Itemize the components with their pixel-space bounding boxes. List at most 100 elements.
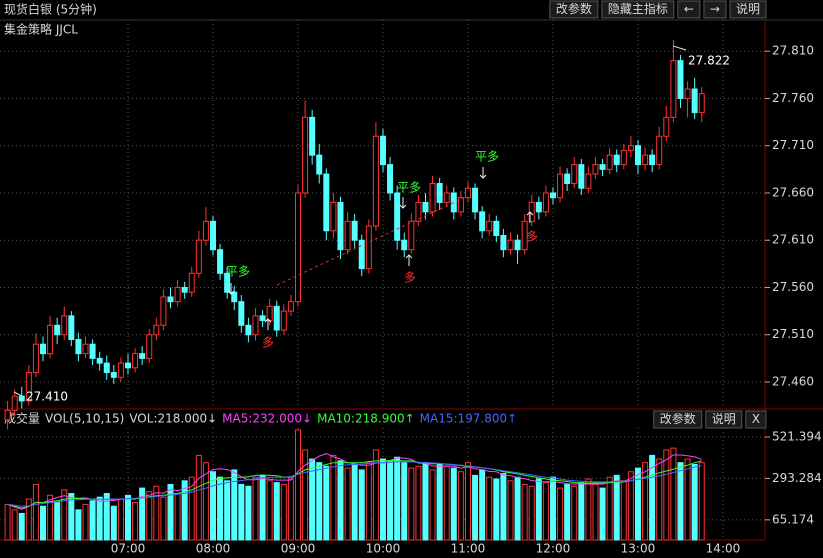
- candle-body: [656, 135, 663, 166]
- candle-body: [153, 324, 160, 336]
- candle-body: [181, 286, 188, 293]
- legend-entry: MA10:218.900↑: [317, 412, 415, 426]
- candle-body: [436, 183, 443, 203]
- volume-bar: [542, 482, 549, 541]
- volume-bar: [238, 483, 245, 541]
- candle-body: [167, 296, 174, 303]
- button-frame[interactable]: [705, 410, 743, 429]
- signal-label: 平多: [226, 265, 250, 279]
- candle-body: [535, 201, 542, 213]
- y-tick-label: 27.810: [772, 44, 814, 58]
- candle-body: [443, 192, 450, 203]
- signal-label: 多: [404, 271, 416, 285]
- button-frame[interactable]: [677, 0, 701, 19]
- candle-body: [429, 183, 436, 213]
- x-tick-label: 10:00: [366, 542, 401, 556]
- button[interactable]: ←: [677, 0, 701, 19]
- candle-body: [486, 220, 493, 232]
- candle-body: [493, 220, 500, 237]
- candle-body: [528, 201, 535, 222]
- volume-bar: [103, 493, 110, 541]
- volume-bar: [195, 454, 202, 541]
- volume-bar: [401, 462, 408, 541]
- button-label[interactable]: 改参数: [660, 411, 696, 426]
- chart-title: 现货白银 (5分钟): [4, 2, 97, 17]
- candle-body: [549, 192, 556, 199]
- volume-bar: [294, 429, 301, 541]
- volume-bar: [68, 493, 75, 541]
- button-frame[interactable]: [601, 0, 675, 19]
- candle-body: [202, 220, 209, 241]
- volume-bar: [436, 463, 443, 541]
- volume-bar: [217, 476, 224, 541]
- ma-line: [7, 461, 702, 507]
- button[interactable]: →: [703, 0, 727, 19]
- signal-label: 多: [526, 230, 538, 244]
- y-tick-label: 27.660: [772, 185, 814, 199]
- volume-bar: [181, 480, 188, 541]
- candle-body: [387, 164, 394, 194]
- volume-bar: [507, 480, 514, 541]
- candle-body: [464, 187, 471, 199]
- button[interactable]: 说明: [705, 410, 743, 429]
- button-label[interactable]: →: [710, 2, 720, 16]
- button[interactable]: 说明: [729, 0, 767, 19]
- candle-body: [110, 372, 117, 378]
- candle-body: [521, 220, 528, 251]
- button[interactable]: X: [745, 410, 767, 429]
- y-tick-label: 65.174: [772, 512, 814, 526]
- candle-body: [238, 301, 245, 326]
- volume-bar: [302, 449, 309, 541]
- candle-body: [663, 116, 670, 137]
- candle-body: [351, 220, 358, 241]
- candle-body: [415, 201, 422, 222]
- y-tick-label: 27.760: [772, 91, 814, 105]
- candle-body: [245, 324, 252, 336]
- button-frame[interactable]: [745, 410, 767, 429]
- x-tick-label: 12:00: [536, 542, 571, 556]
- button-frame[interactable]: [653, 410, 703, 429]
- volume-bar: [344, 467, 351, 541]
- volume-bar: [309, 458, 316, 541]
- volume-bar: [266, 480, 273, 541]
- candle-body: [372, 135, 379, 227]
- volume-bar: [273, 482, 280, 541]
- button[interactable]: 改参数: [653, 410, 703, 429]
- button-label[interactable]: 隐藏主指标: [608, 1, 668, 16]
- candle-body: [139, 353, 146, 359]
- button[interactable]: 改参数: [549, 0, 599, 19]
- button-label[interactable]: 说明: [736, 1, 760, 16]
- button[interactable]: 隐藏主指标: [601, 0, 675, 19]
- candle-body: [337, 201, 344, 251]
- candle-body: [309, 116, 316, 156]
- button-frame[interactable]: [729, 0, 767, 19]
- volume-bar: [40, 505, 47, 541]
- volume-bar: [316, 462, 323, 541]
- button-label[interactable]: 改参数: [556, 1, 592, 16]
- button-label[interactable]: ←: [684, 2, 694, 16]
- candle-body: [542, 192, 549, 213]
- volume-bar: [323, 465, 330, 541]
- candle-body: [634, 145, 641, 166]
- y-tick-label: 293.284: [772, 471, 822, 485]
- volume-bar: [259, 474, 266, 541]
- button-label[interactable]: 说明: [712, 411, 736, 426]
- volume-bar: [96, 496, 103, 541]
- volume-bar: [372, 449, 379, 541]
- candle-body: [649, 154, 656, 166]
- button-frame[interactable]: [549, 0, 599, 19]
- volume-header: 成交量 VOL(5,10,15) VOL:218.000↓ MA5:232.000↓ M…: [4, 410, 767, 429]
- volume-bar: [231, 469, 238, 541]
- button-frame[interactable]: [703, 0, 727, 19]
- volume-bar: [82, 503, 89, 541]
- candle-body: [365, 225, 372, 270]
- volume-bar: [578, 482, 585, 541]
- button-label[interactable]: X: [752, 412, 760, 426]
- volume-bar: [528, 485, 535, 541]
- volume-bar: [153, 485, 160, 541]
- candle-body: [287, 301, 294, 312]
- candle-body: [564, 173, 571, 185]
- candle-body: [252, 315, 259, 336]
- candle-body: [507, 239, 514, 251]
- candle-body: [96, 357, 103, 364]
